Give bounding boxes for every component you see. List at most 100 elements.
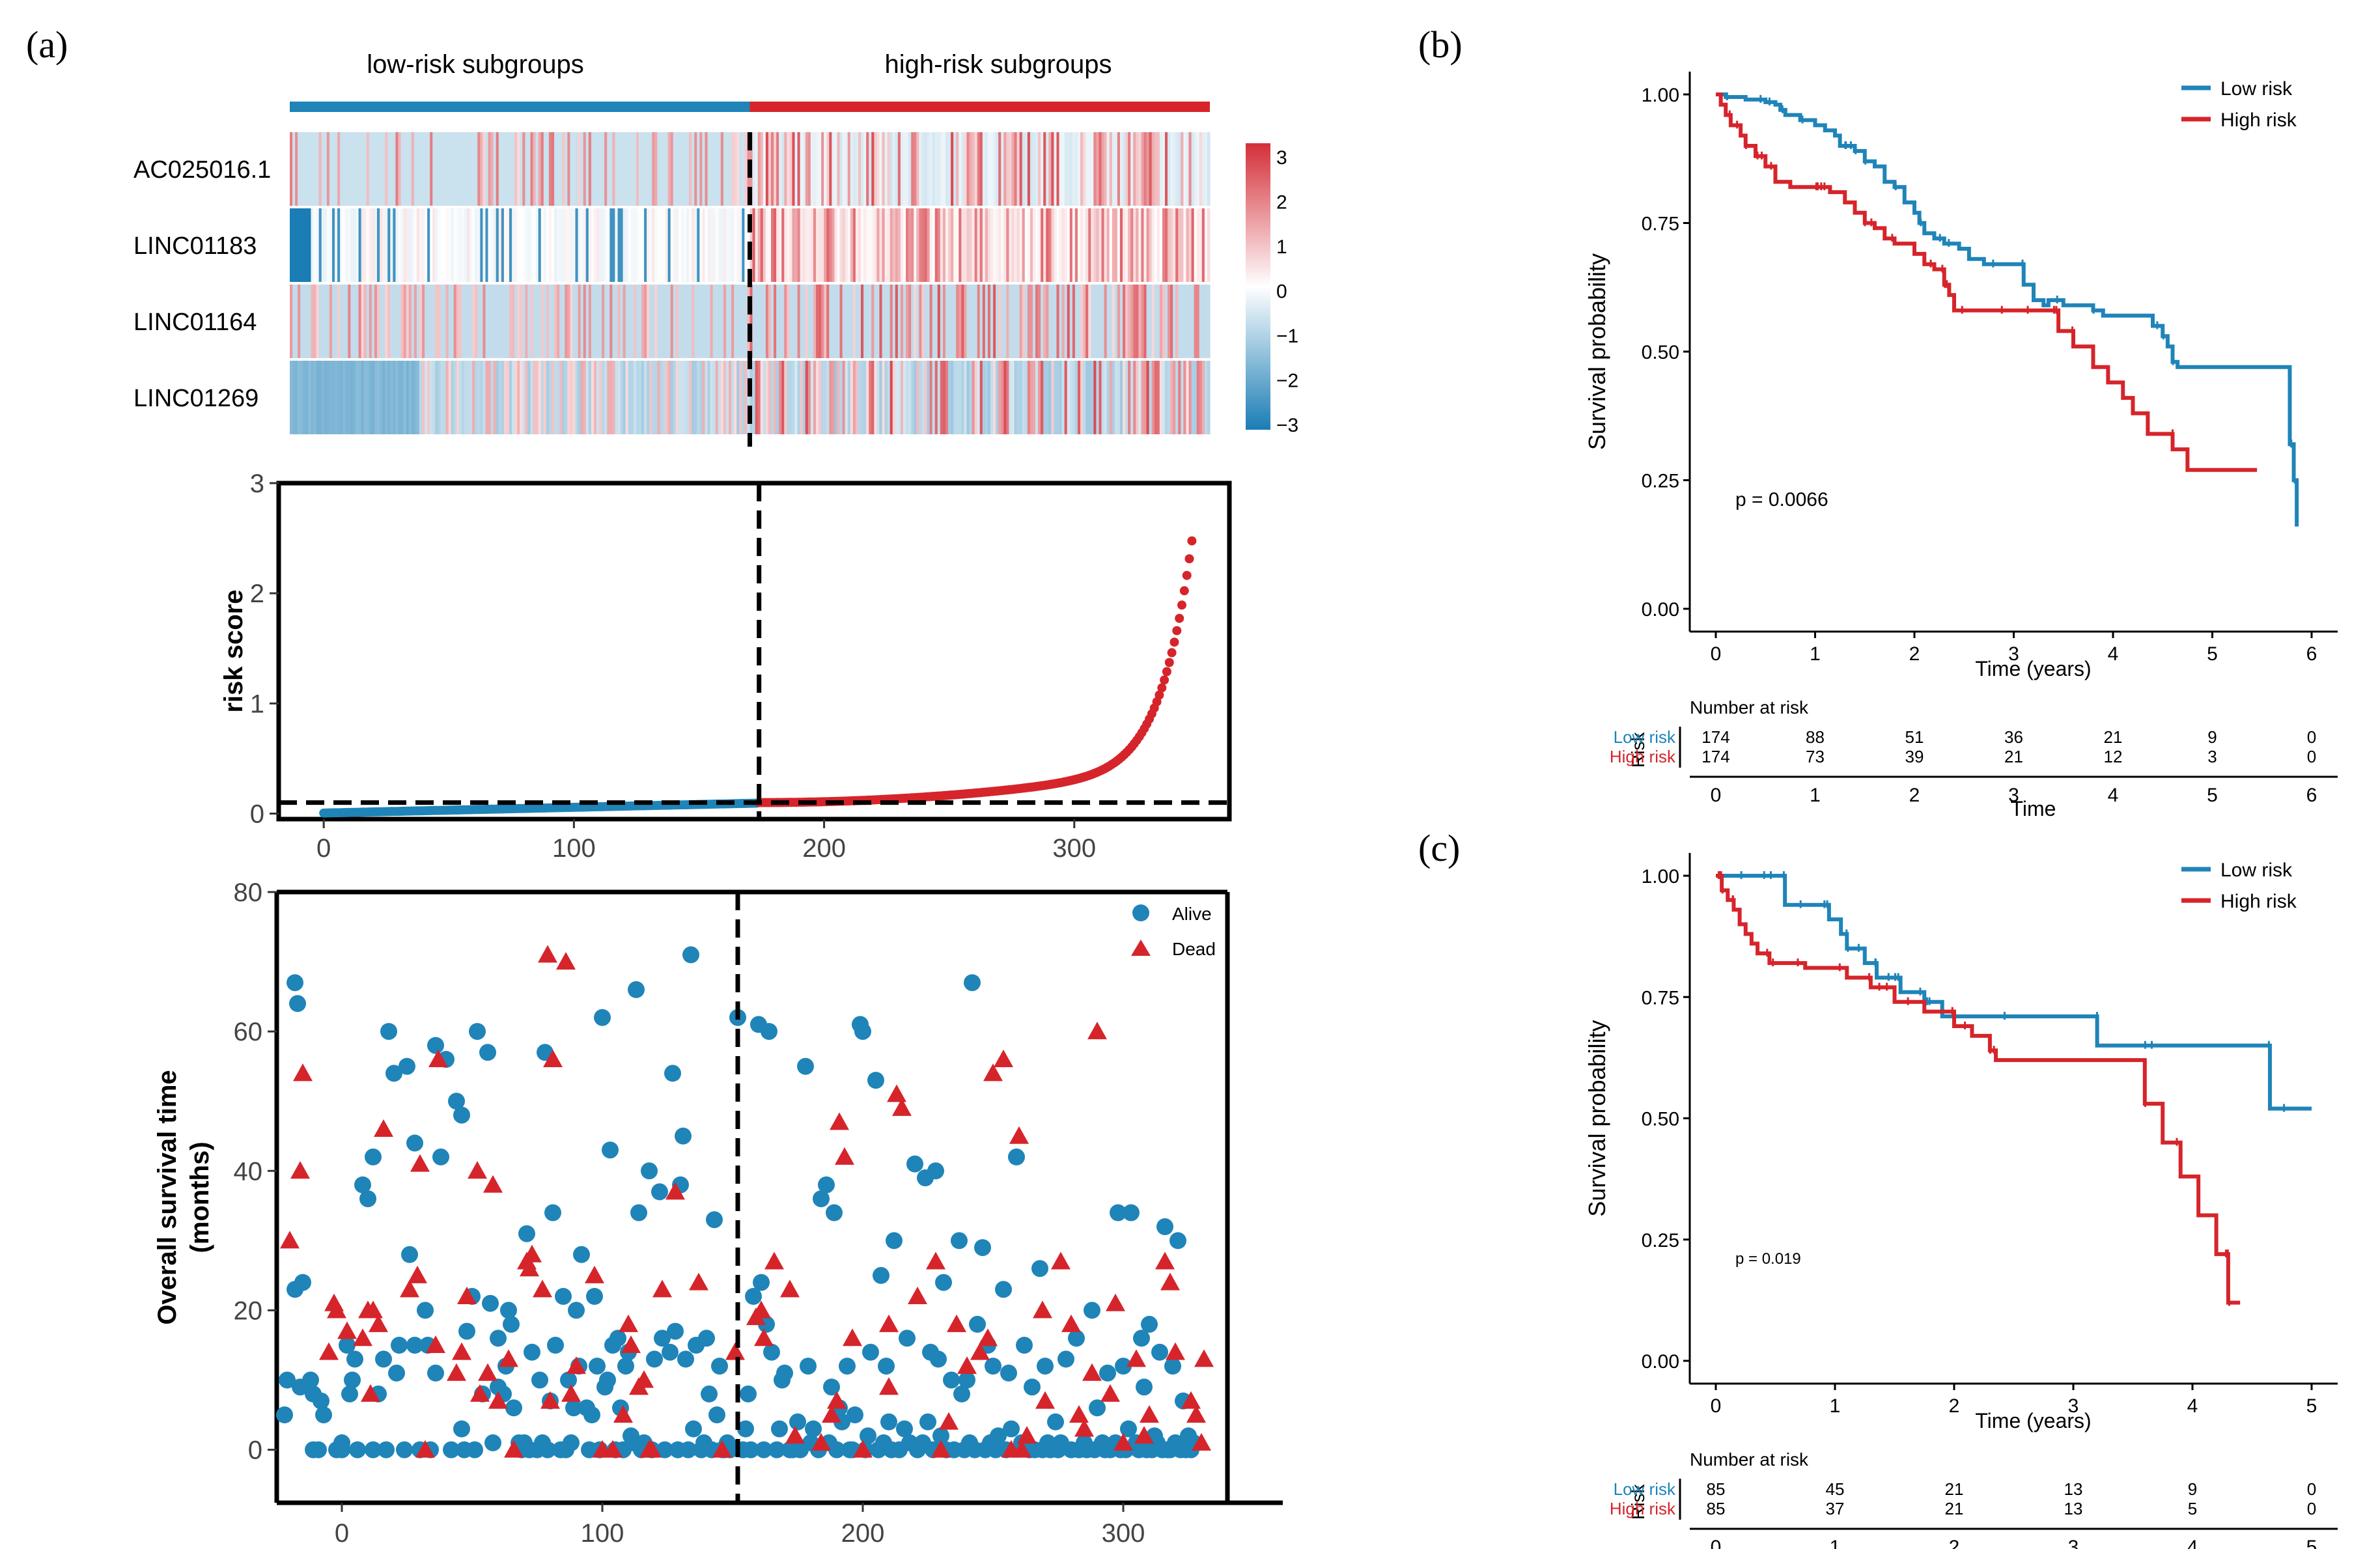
heatmap-cell (879, 208, 883, 282)
heatmap-cell (548, 285, 552, 358)
heatmap-cell (665, 361, 669, 434)
heatmap-cell (408, 208, 412, 282)
heatmap-cell (747, 361, 751, 434)
risk-count: 85 (1707, 1479, 1726, 1499)
heatmap-cell (303, 361, 306, 434)
heatmap-cell (792, 361, 796, 434)
heatmap-cell (617, 285, 621, 358)
heatmap-cell (382, 208, 385, 282)
alive-point (932, 1427, 949, 1445)
heatmap-cell (329, 285, 333, 358)
heatmap-cell (1072, 361, 1076, 434)
heatmap-cell (390, 132, 393, 206)
heatmap-cell (1149, 208, 1153, 282)
heatmap-cell (565, 208, 568, 282)
heatmap-cell (1096, 285, 1100, 358)
heatmap-cell (1074, 208, 1078, 282)
heatmap-cell (866, 285, 869, 358)
heatmap-cell (313, 285, 317, 358)
heatmap-cell (1106, 132, 1110, 206)
heatmap-cell (602, 132, 605, 206)
heatmap-cell (1032, 361, 1036, 434)
heatmap-cell (1146, 208, 1150, 282)
heatmap-cell (800, 132, 804, 206)
heatmap-cell (765, 208, 769, 282)
risk-count: 73 (1806, 747, 1825, 766)
heatmap-cell (861, 361, 864, 434)
risk-table-tick: 3 (2008, 785, 2019, 806)
heatmap-cell (1196, 285, 1200, 358)
heatmap-cell (1128, 132, 1131, 206)
alive-point (776, 1364, 793, 1382)
heatmap-cell (382, 361, 385, 434)
heatmap-cell (834, 208, 838, 282)
heatmap-cell (810, 361, 814, 434)
alive-point (573, 1246, 590, 1263)
alive-point (539, 1441, 556, 1458)
heatmap-cell (525, 361, 529, 434)
heatmap-cell (345, 132, 348, 206)
heatmap-cell (298, 285, 301, 358)
heatmap-cell (559, 361, 563, 434)
heatmap-cell (585, 361, 589, 434)
heatmap-cell (982, 285, 986, 358)
heatmap-cell (458, 361, 462, 434)
heatmap-cell (945, 361, 949, 434)
heatmap-cell (921, 132, 925, 206)
heatmap-cell (1006, 208, 1010, 282)
heatmap-cell (977, 285, 981, 358)
heatmap-cell (985, 361, 988, 434)
heatmap-cell (821, 132, 824, 206)
heatmap-cell (1123, 132, 1126, 206)
heatmap-cell (787, 208, 790, 282)
heatmap-cell (1064, 285, 1068, 358)
heatmap-cell (1196, 132, 1200, 206)
heatmap-cell (1009, 285, 1013, 358)
heatmap-cell (298, 132, 301, 206)
heatmap-cell (596, 132, 600, 206)
x-tick-label: 4 (2187, 1395, 2198, 1417)
heatmap-cell (760, 285, 764, 358)
heatmap-cell (580, 132, 584, 206)
heatmap-cell (1093, 285, 1097, 358)
heatmap-cell (845, 132, 848, 206)
dead-point (363, 1300, 383, 1319)
heatmap-cell (567, 285, 570, 358)
heatmap-cell (953, 208, 957, 282)
heatmap-cell (329, 208, 333, 282)
dead-point (428, 1049, 448, 1067)
heatmap-cell (1175, 361, 1179, 434)
alive-point (375, 1350, 392, 1368)
heatmap-cell (734, 132, 737, 206)
heatmap-cell (1085, 361, 1089, 434)
alive-point (365, 1441, 382, 1458)
heatmap-cell (335, 285, 338, 358)
alive-point (1047, 1413, 1064, 1430)
heatmap-cell (358, 285, 362, 358)
alive-point (406, 1134, 423, 1152)
heatmap-cell (781, 208, 785, 282)
heatmap-cell (490, 208, 494, 282)
alive-point (899, 1330, 916, 1347)
heatmap-cell (461, 285, 465, 358)
heatmap-cell (1011, 208, 1015, 282)
heatmap-cell (903, 361, 906, 434)
heatmap-cell (1041, 132, 1044, 206)
heatmap-cell (660, 285, 664, 358)
heatmap-cell (647, 132, 650, 206)
heatmap-cell (824, 361, 827, 434)
heatmap-cell (1112, 132, 1115, 206)
heatmap-cell (1077, 132, 1081, 206)
heatmap-cell (403, 361, 407, 434)
alive-point (867, 1072, 884, 1089)
heatmap-cell (593, 208, 597, 282)
risk-count: 51 (1905, 727, 1924, 747)
heatmap-cell (1048, 361, 1052, 434)
heatmap-cell (932, 361, 936, 434)
heatmap-cell (945, 285, 949, 358)
heatmap-cell (1125, 132, 1128, 206)
heatmap-cell (1059, 208, 1063, 282)
alive-point (1031, 1260, 1048, 1277)
alive-point (310, 1441, 327, 1458)
